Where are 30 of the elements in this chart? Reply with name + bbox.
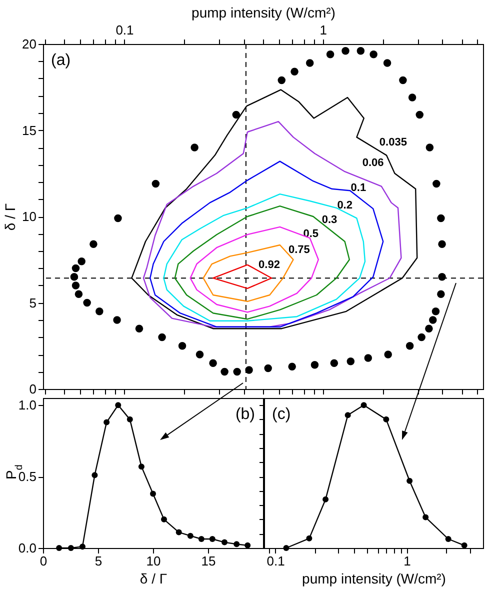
y-tick-label: 0.0	[18, 540, 36, 556]
x-axis-title: pump intensity (W/cm²)	[192, 4, 336, 20]
annotation: (b)	[235, 406, 255, 423]
annotation: 0.92	[258, 258, 280, 271]
annotation: 0.3	[322, 214, 338, 226]
annotation: 0.1	[350, 182, 366, 194]
annotation: (c)	[272, 406, 291, 423]
y-tick-label: 20	[22, 36, 36, 52]
annotation: 0.035	[379, 136, 407, 148]
x-tick-label: 1	[404, 554, 411, 568]
x-tick-label: 10	[146, 554, 161, 568]
annotation: 0.06	[362, 157, 384, 170]
y-tick-label: 0	[29, 382, 36, 396]
annotation: 0.2	[337, 199, 352, 212]
annotation: (a)	[51, 52, 71, 69]
x-tick-label: 15	[201, 554, 216, 568]
y-axis-title: δ / Γ	[2, 203, 18, 231]
annotation: 0.75	[288, 244, 310, 256]
x-tick-label: 1	[320, 22, 327, 38]
y-tick-label: 10	[22, 209, 36, 224]
y-tick-label: 5	[29, 295, 36, 310]
y-tick-label: 1.0	[18, 398, 36, 413]
x-tick-label: 0	[40, 554, 48, 568]
y-tick-label: 0.5	[18, 469, 36, 484]
x-axis-title: δ / Γ	[140, 570, 168, 586]
x-tick-label: 0.1	[266, 554, 285, 568]
x-tick-label: 5	[94, 554, 102, 568]
x-axis-title: pump intensity (W/cm²)	[302, 570, 446, 586]
y-tick-label: 15	[22, 122, 36, 138]
annotation: 0.5	[303, 228, 318, 240]
